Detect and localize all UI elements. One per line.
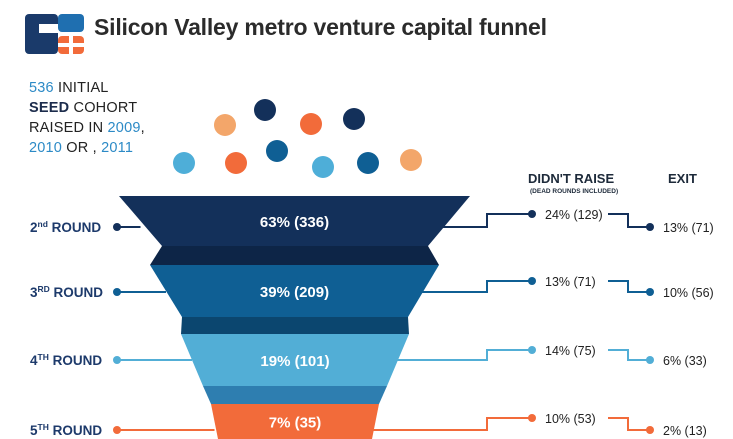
seed-dot (225, 152, 247, 174)
round-label: 2nd ROUND (30, 219, 101, 235)
didnt-raise-dot (528, 277, 536, 285)
didnt-raise-flow-line (417, 280, 532, 293)
intro-cohort: COHORT (69, 100, 138, 116)
didnt-raise-value: 10% (53) (545, 412, 596, 426)
seed-dot (357, 152, 379, 174)
round-label: 4TH ROUND (30, 352, 102, 368)
didnt-raise-dot (528, 414, 536, 422)
intro-line-2: SEED COHORT (29, 98, 145, 118)
stage-value-label: 63% (336) (260, 214, 329, 231)
exit-flow-line (608, 213, 650, 228)
intro-line-3: RAISED IN 2009, (29, 118, 145, 138)
funnel-layer (119, 196, 470, 439)
flow-layer (113, 210, 654, 434)
funnel-connector (203, 386, 387, 404)
year-2011: 2011 (101, 140, 134, 156)
exit-flow-line (608, 280, 650, 293)
stage-value-label: 19% (101) (260, 353, 329, 370)
funnel-stage-bar (181, 334, 409, 386)
intro-line-4: 2010 OR , 2011 (29, 138, 145, 158)
didnt-raise-flow-line (392, 349, 532, 361)
intro-comma: , (140, 120, 145, 136)
round-label: 3RD ROUND (30, 284, 103, 300)
round-leader-dot (113, 356, 121, 364)
stage-value-label: 39% (209) (260, 284, 329, 301)
exit-dot (646, 356, 654, 364)
exit-dot (646, 288, 654, 296)
round-label: 5TH ROUND (30, 422, 102, 438)
cohort-count: 536 (29, 80, 54, 96)
funnel-connector (181, 317, 409, 334)
didnt-raise-flow-line (369, 417, 532, 431)
seed-dot (266, 140, 288, 162)
didnt-raise-header: DIDN'T RAISE (528, 171, 614, 186)
intro-or: OR , (62, 140, 102, 156)
didnt-raise-subheader: (DEAD ROUNDS INCLUDED) (530, 188, 618, 195)
round-leader-dot (113, 223, 121, 231)
seed-dot (214, 114, 236, 136)
exit-dot (646, 223, 654, 231)
chart-title: Silicon Valley metro venture capital fun… (94, 14, 547, 40)
funnel-stage-bar (150, 265, 439, 317)
round-leader-dot (113, 426, 121, 434)
didnt-raise-value: 13% (71) (545, 275, 596, 289)
seed-dot (343, 108, 365, 130)
stage-value-label: 7% (35) (269, 415, 322, 432)
intro-seed: SEED (29, 100, 70, 116)
year-2009: 2009 (107, 120, 141, 136)
exit-flow-line (608, 417, 650, 431)
didnt-raise-dot (528, 210, 536, 218)
exit-dot (646, 426, 654, 434)
label-layer: 63% (336) 2nd ROUND 24% (129) 13% (71) 39% (… (30, 171, 714, 438)
exit-value: 10% (56) (663, 286, 714, 300)
exit-flow-line (608, 349, 650, 361)
exit-value: 2% (13) (663, 424, 707, 438)
funnel-stage-bar (211, 404, 379, 439)
seed-dot (312, 156, 334, 178)
funnel-stage-bar (119, 196, 470, 246)
intro-initial: INITIAL (53, 80, 109, 96)
seed-dot (173, 152, 195, 174)
round-leader-dot (113, 288, 121, 296)
didnt-raise-dot (528, 346, 536, 354)
seed-dot (254, 99, 276, 121)
didnt-raise-value: 14% (75) (545, 344, 596, 358)
exit-value: 13% (71) (663, 221, 714, 235)
didnt-raise-value: 24% (129) (545, 208, 603, 222)
exit-header: EXIT (668, 171, 697, 186)
seed-dot (400, 149, 422, 171)
intro-raised-in: RAISED IN (29, 120, 108, 136)
year-2010: 2010 (29, 140, 63, 156)
seed-dot (300, 113, 322, 135)
exit-value: 6% (33) (663, 354, 707, 368)
brand-logo (25, 14, 84, 54)
didnt-raise-flow-line (443, 213, 532, 228)
seed-dots (173, 99, 422, 178)
intro-line-1: 536 INITIAL (29, 78, 145, 98)
seed-cohort-note: 536 INITIAL SEED COHORT RAISED IN 2009, … (29, 78, 145, 158)
funnel-connector (150, 246, 439, 265)
